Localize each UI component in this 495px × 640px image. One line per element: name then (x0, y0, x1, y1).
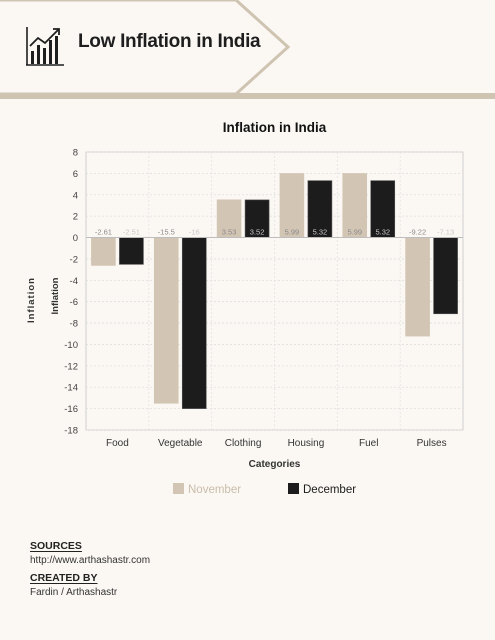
bar-november (91, 237, 116, 266)
y-axis-label: Inflation (50, 277, 61, 314)
x-tick-label: Pulses (417, 438, 447, 449)
sources-label: SOURCES (30, 540, 82, 552)
data-label: 5.32 (375, 228, 390, 237)
chart-title: Inflation in India (223, 120, 327, 135)
x-tick-label: Fuel (359, 438, 378, 449)
y-tick-label: -10 (64, 340, 78, 351)
bar-november (153, 237, 179, 404)
y-tick-label: 4 (73, 190, 78, 201)
data-label: 3.53 (222, 228, 237, 237)
x-axis-label: Categories (249, 459, 301, 470)
legend-swatch-december (288, 483, 299, 494)
bar-november (279, 173, 305, 238)
y-tick-label: 0 (73, 233, 78, 244)
outer-axis-label: Inflation (26, 277, 37, 323)
line-chart-up-icon (26, 27, 64, 66)
sources-value: http://www.arthashastr.com (30, 555, 151, 566)
y-tick-label: -12 (64, 361, 78, 372)
legend-label-november: November (188, 484, 241, 496)
legend-label-december: December (303, 484, 356, 496)
bar-november (216, 199, 242, 238)
data-label: -7.13 (437, 228, 454, 237)
bar-december (433, 237, 458, 315)
header: Low Inflation in India (0, 0, 495, 100)
created-by-label: CREATED BY (30, 572, 98, 584)
data-label: 5.32 (313, 228, 328, 237)
bar-december (181, 237, 207, 409)
y-tick-label: -8 (70, 319, 78, 330)
bar-december (244, 199, 270, 238)
bar-chart: 8 6 4 2 0 -2 -4 -6 -8 -10 -12 -14 -16 -18 -2.61 -2.51 Fo… (26, 120, 464, 496)
y-tick-label: -2 (70, 254, 78, 265)
x-tick-label: Clothing (225, 438, 262, 449)
data-label: -16 (189, 228, 200, 237)
plot-area (85, 151, 464, 431)
page-title: Low Inflation in India (78, 31, 261, 52)
x-tick-label: Food (106, 438, 129, 449)
x-tick-label: Housing (288, 438, 325, 449)
data-label: 5.99 (347, 228, 362, 237)
header-decoration (0, 0, 495, 99)
y-tick-label: -18 (64, 426, 78, 437)
y-tick-label: 6 (73, 169, 78, 180)
y-tick-label: 8 (73, 148, 78, 159)
bar-november (405, 237, 430, 337)
bar-december (307, 180, 333, 238)
data-label: -2.51 (123, 228, 140, 237)
y-tick-label: -14 (64, 383, 78, 394)
x-tick-label: Vegetable (158, 438, 203, 449)
y-tick-label: -6 (70, 297, 78, 308)
y-tick-label: -16 (64, 404, 78, 415)
y-tick-label: -4 (70, 276, 78, 287)
created-by-value: Fardin / Arthashastr (30, 587, 118, 598)
data-label: -9.22 (409, 228, 426, 237)
data-label: 3.52 (250, 228, 265, 237)
y-tick-label: 2 (73, 212, 78, 223)
bar-december (119, 237, 144, 265)
footer: SOURCES http://www.arthashastr.com CREAT… (30, 540, 150, 604)
legend-swatch-november (173, 483, 184, 494)
data-label: 5.99 (285, 228, 300, 237)
data-label: -15.5 (158, 228, 175, 237)
data-label: -2.61 (95, 228, 112, 237)
